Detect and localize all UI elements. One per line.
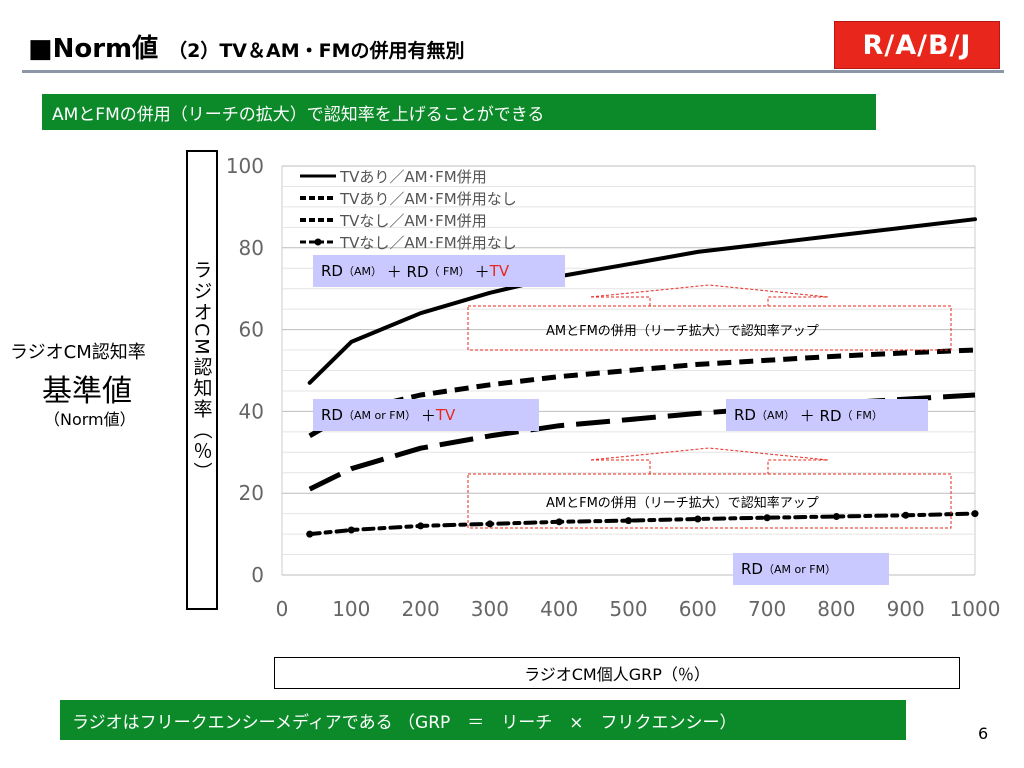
rabj-logo: R/A/B/J [834,21,1000,69]
left-caption-norm: 基準値 [42,374,132,409]
footer-banner: ラジオはフリークエンシーメディアである （GRP ＝ リーチ × フリクエンシー… [60,700,906,740]
annotation-frames [467,284,952,529]
note-reach-up-1: AMとFMの併用（リーチ拡大）で認知率アップ [546,324,819,339]
title-divider [22,70,1004,73]
y-tick-labels: 0 20 40 60 80 100 [226,154,264,587]
label-text: ＋ RD [386,262,429,281]
label-notv-single: RD （AM or FM） [733,553,889,585]
chart-grid [281,165,976,576]
label-text: ＋ RD [799,406,842,425]
series-point [417,522,425,530]
x-tick-label: 300 [471,597,509,621]
label-tv-single: RD （AM or FM） ＋ TV [313,399,539,431]
y-axis-label: ラジオCM認知率（％） [190,260,213,483]
label-text: RD [734,406,756,424]
x-axis-label: ラジオCM個人GRP（％） [524,665,710,684]
label-notv-am-fm: RD （AM） ＋ RD （ FM） [726,399,928,431]
left-caption-norm-sub: （Norm値） [44,410,136,429]
legend-entry: TVなし／AM･FM併用 [339,212,487,230]
label-text: （AM） [342,265,382,278]
y-tick-label: 20 [239,481,264,505]
x-tick-label: 600 [679,597,717,621]
x-tick-label: 100 [332,597,370,621]
x-tick-label: 1000 [950,597,1001,621]
legend-entry: TVなし／AM･FM併用なし [339,234,517,252]
headline-banner: AMとFMの併用（リーチの拡大）で認知率を上げることができる [42,94,876,130]
label-tv-am-fm: RD （AM） ＋ RD （ FM） ＋ TV [313,255,565,287]
y-tick-label: 80 [239,236,264,260]
label-tv: TV [435,406,456,424]
series-point [971,510,979,518]
series-point [694,515,702,523]
series-point [306,530,314,538]
annotation-frame [467,305,952,351]
label-text: RD [321,406,343,424]
note-reach-up-2: AMとFMの併用（リーチ拡大）で認知率アップ [546,496,819,511]
label-tv: TV [489,262,510,280]
page-number: 6 [978,724,989,743]
series-point [902,511,910,519]
label-text: （AM） [755,409,795,422]
label-text: （AM or FM） [762,563,837,576]
y-tick-label: 100 [226,154,264,178]
label-text: （AM or FM） [342,409,417,422]
series-point [625,517,632,525]
series-line-0 [307,217,977,385]
series-point [347,526,355,534]
y-tick-label: 60 [239,318,264,342]
series-line-3 [307,511,977,537]
label-text: （ FM） [841,409,883,422]
x-tick-label: 400 [540,597,578,621]
label-text: ＋ [474,262,490,281]
x-tick-labels: 0 100 200 300 400 500 600 700 800 900 1000 [276,597,1001,621]
series-point [486,520,494,528]
x-tick-label: 500 [609,597,647,621]
label-text: RD [321,262,343,280]
page-title: ■Norm値 （2）TV＆AM・FMの併用有無別 [28,28,465,65]
label-text: ＋ [420,406,436,425]
y-axis-label-box: ラジオCM認知率（％） [186,150,218,610]
label-text: （ FM） [428,265,470,278]
legend-entry: TVあり／AM･FM併用なし [339,190,517,208]
y-tick-label: 0 [251,563,264,587]
series-point [763,514,771,522]
series-point [832,513,840,521]
left-caption-metric: ラジオCM認知率 [10,342,146,363]
title-main: ■Norm値 [28,34,159,64]
legend-entry: TVあり／AM･FM併用 [339,168,487,186]
label-text: RD [741,560,763,578]
x-axis-label-box: ラジオCM個人GRP（％） [274,657,960,689]
series-point [555,518,563,526]
legend-marker [314,238,322,246]
title-sub: （2）TV＆AM・FMの併用有無別 [168,40,465,62]
x-tick-label: 200 [402,597,440,621]
x-tick-label: 0 [276,597,289,621]
y-tick-label: 40 [239,399,264,423]
annotation-frame [467,473,952,529]
x-tick-label: 700 [748,597,786,621]
chart-legend: TVあり／AM･FM併用 TVあり／AM･FM併用なし TVなし／AM･FM併用 TV… [300,168,517,252]
x-tick-label: 800 [817,597,855,621]
annotation-arrow [589,284,829,306]
x-tick-label: 900 [887,597,925,621]
